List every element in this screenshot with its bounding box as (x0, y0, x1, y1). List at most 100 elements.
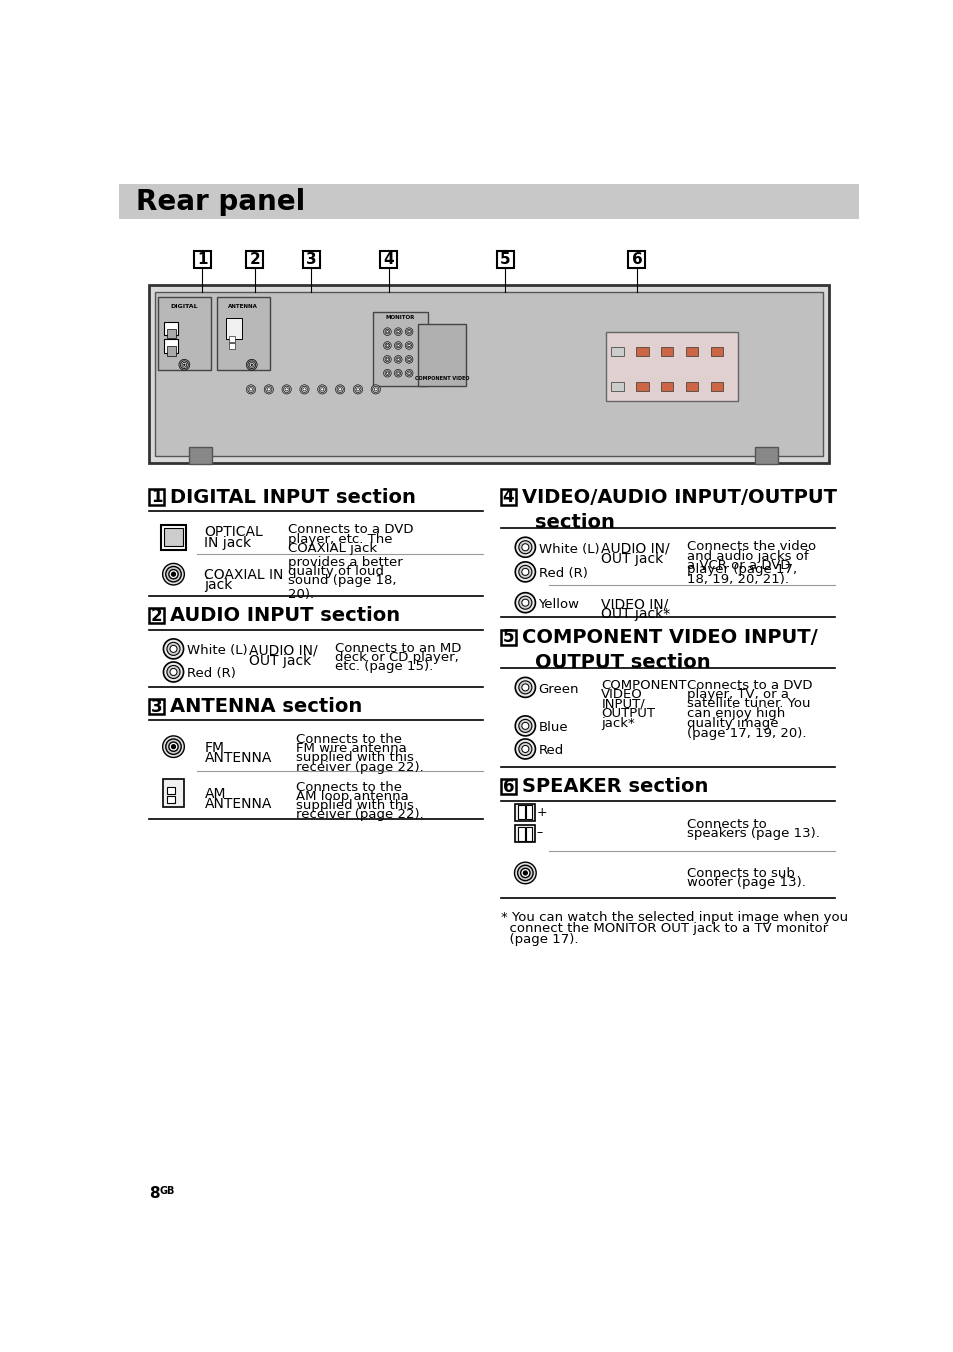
Circle shape (386, 345, 388, 346)
Text: Blue: Blue (537, 721, 568, 734)
Bar (636, 347, 648, 357)
Bar (164, 529, 183, 546)
Circle shape (299, 385, 309, 393)
Bar (380, 250, 397, 268)
Text: SPEAKER section: SPEAKER section (521, 777, 708, 796)
Bar (418, 324, 466, 385)
Text: 6: 6 (631, 251, 641, 266)
Text: White (L): White (L) (537, 542, 598, 556)
Text: jack: jack (204, 579, 233, 592)
Bar (517, 827, 524, 841)
Circle shape (353, 385, 362, 393)
Bar (500, 630, 516, 645)
Text: Red (R): Red (R) (187, 668, 235, 680)
Text: 4: 4 (383, 251, 394, 266)
Text: 8: 8 (149, 1186, 159, 1202)
Text: –: – (536, 826, 542, 840)
Circle shape (166, 566, 181, 581)
Circle shape (246, 360, 257, 370)
Circle shape (396, 345, 399, 346)
Circle shape (408, 358, 410, 361)
Circle shape (515, 677, 535, 698)
Circle shape (169, 742, 178, 752)
Circle shape (394, 342, 402, 349)
Bar (636, 381, 648, 391)
Bar (149, 608, 164, 623)
Circle shape (170, 668, 177, 676)
Text: OPTICAL: OPTICAL (204, 525, 263, 539)
Bar (149, 489, 164, 504)
Circle shape (163, 662, 183, 681)
Circle shape (172, 572, 175, 576)
Bar (193, 250, 211, 268)
Bar (167, 787, 174, 795)
Bar (515, 803, 535, 821)
Text: AM: AM (204, 787, 226, 800)
Bar (685, 347, 698, 357)
Text: 1: 1 (196, 251, 207, 266)
Circle shape (518, 742, 532, 756)
Circle shape (385, 330, 390, 334)
Text: Rear panel: Rear panel (136, 188, 305, 215)
Text: 2: 2 (250, 251, 260, 266)
Circle shape (515, 537, 535, 557)
Circle shape (338, 388, 341, 391)
Bar (161, 525, 186, 549)
Circle shape (405, 342, 413, 349)
Text: player, TV, or a: player, TV, or a (686, 688, 788, 702)
Circle shape (246, 385, 255, 393)
Text: FM wire antenna: FM wire antenna (295, 742, 406, 754)
Circle shape (383, 356, 391, 364)
Circle shape (406, 330, 411, 334)
Circle shape (303, 388, 306, 391)
Text: VIDEO: VIDEO (600, 688, 642, 702)
Circle shape (405, 356, 413, 364)
Bar (167, 329, 175, 338)
Text: COMPONENT VIDEO: COMPONENT VIDEO (415, 376, 469, 381)
Circle shape (167, 642, 180, 656)
Text: provides a better: provides a better (288, 556, 402, 569)
Circle shape (249, 388, 253, 391)
Text: Connects to a DVD: Connects to a DVD (686, 679, 811, 692)
Text: GB: GB (159, 1186, 174, 1197)
Circle shape (395, 343, 400, 347)
Circle shape (248, 387, 253, 392)
Circle shape (166, 740, 181, 754)
Text: etc. (page 15).: etc. (page 15). (335, 660, 433, 673)
Circle shape (406, 357, 411, 362)
Circle shape (518, 719, 532, 733)
Circle shape (183, 364, 185, 365)
Bar (660, 347, 673, 357)
Text: 1: 1 (151, 488, 162, 506)
Bar (229, 343, 235, 349)
Text: Connects the video: Connects the video (686, 541, 815, 553)
Bar (167, 796, 174, 803)
Text: INPUT/: INPUT/ (600, 698, 644, 710)
Circle shape (374, 388, 377, 391)
Bar (246, 250, 263, 268)
Circle shape (515, 715, 535, 735)
Circle shape (396, 372, 399, 375)
Text: OUTPUT section: OUTPUT section (534, 653, 710, 672)
Circle shape (163, 639, 183, 658)
Text: OUT jack: OUT jack (249, 653, 312, 668)
Text: Yellow: Yellow (537, 598, 578, 611)
Circle shape (169, 569, 178, 579)
Text: can enjoy high: can enjoy high (686, 707, 784, 719)
Circle shape (515, 740, 535, 758)
Text: 6: 6 (502, 777, 514, 796)
Bar (303, 250, 319, 268)
Text: player (page 17,: player (page 17, (686, 564, 796, 576)
Text: Connects to a DVD: Connects to a DVD (288, 523, 414, 537)
Circle shape (523, 871, 527, 875)
Text: IN jack: IN jack (204, 535, 252, 550)
Bar (162, 779, 184, 807)
Text: 20).: 20). (288, 588, 314, 602)
Bar (525, 806, 532, 819)
Circle shape (267, 388, 270, 391)
Text: Connects to: Connects to (686, 818, 765, 830)
Bar (500, 779, 516, 795)
Circle shape (282, 385, 291, 393)
Text: AUDIO IN/: AUDIO IN/ (249, 644, 317, 657)
Circle shape (521, 684, 528, 691)
